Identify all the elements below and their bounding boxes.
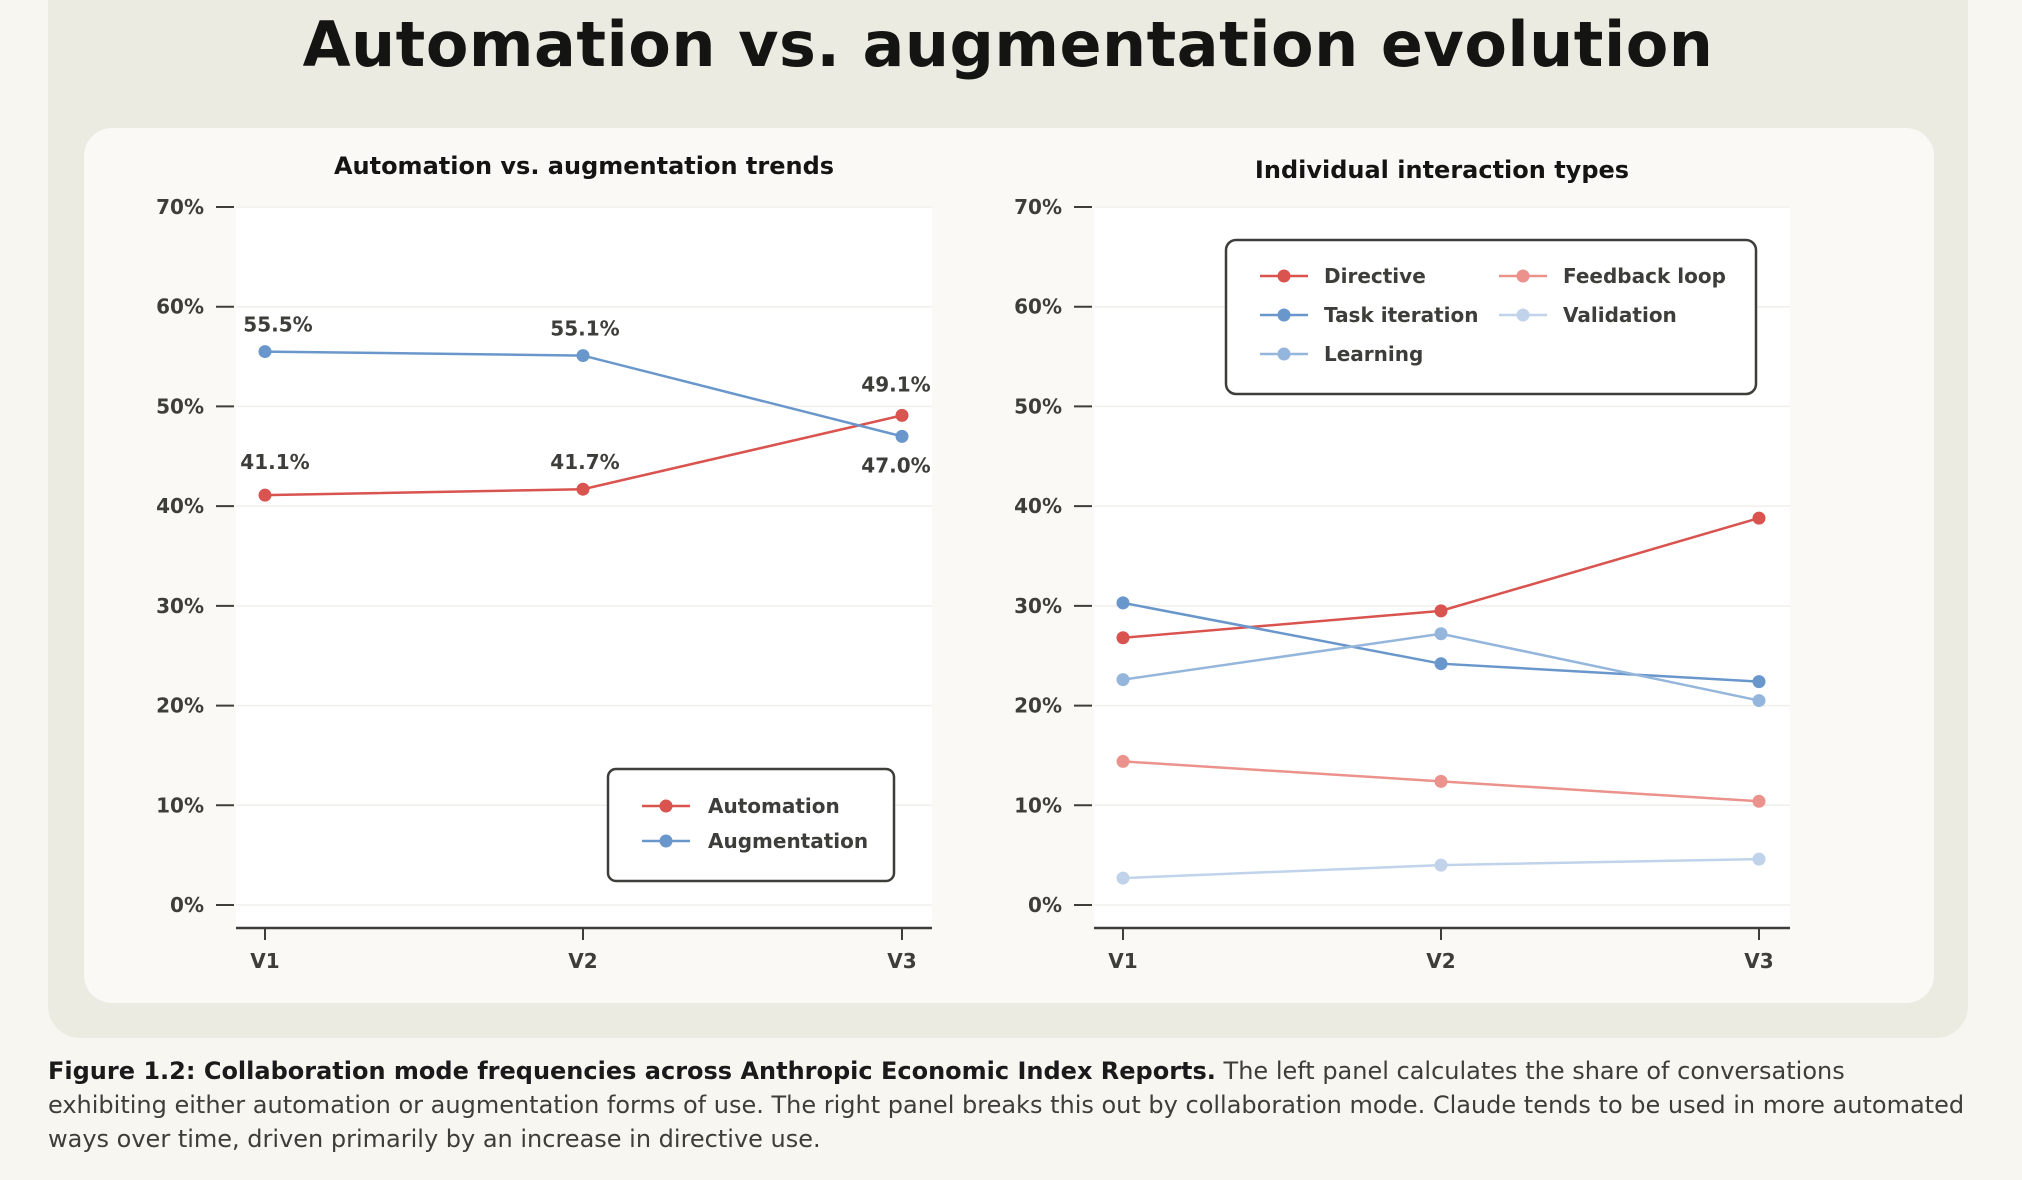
data-label-augmentation: 47.0% (861, 453, 930, 477)
data-point-directive (1752, 511, 1766, 525)
x-tick-label: V3 (887, 949, 916, 973)
caption-title: Figure 1.2: Collaboration mode frequenci… (48, 1057, 1216, 1085)
y-tick-label: 50% (1014, 394, 1062, 418)
data-point-learning (1116, 673, 1130, 687)
data-label-augmentation: 55.1% (550, 317, 619, 341)
y-tick-label: 20% (1014, 694, 1062, 718)
legend-marker-learning (1277, 347, 1291, 361)
data-point-augmentation (258, 345, 272, 359)
y-tick-label: 60% (1014, 295, 1062, 319)
data-point-directive (1434, 604, 1448, 618)
y-tick-label: 20% (156, 694, 204, 718)
data-point-automation (576, 482, 590, 496)
legend-label-feedback-loop: Feedback loop (1563, 264, 1726, 288)
x-tick-label: V1 (250, 949, 279, 973)
data-point-learning (1752, 694, 1766, 708)
data-point-learning (1434, 627, 1448, 641)
data-point-feedback-loop (1434, 774, 1448, 788)
y-tick-label: 30% (156, 594, 204, 618)
y-tick-label: 40% (156, 494, 204, 518)
legend-label-validation: Validation (1563, 303, 1677, 327)
data-point-validation (1752, 852, 1766, 866)
legend-marker-validation (1516, 308, 1530, 322)
data-label-automation: 49.1% (861, 372, 930, 396)
chart-title-2: Individual interaction types (1255, 156, 1629, 184)
y-tick-label: 60% (156, 295, 204, 319)
legend-box-2 (1224, 238, 1758, 396)
data-label-automation: 41.7% (550, 450, 619, 474)
page-title: Automation vs. augmentation evolution (302, 8, 1714, 81)
legend-label-learning: Learning (1324, 342, 1423, 366)
x-tick-label: V1 (1108, 949, 1137, 973)
charts-card: Automation vs. augmentation trends 0% 10% 2… (84, 128, 1934, 1003)
y-tick-label: 30% (1014, 594, 1062, 618)
x-tick-label: V2 (1426, 949, 1455, 973)
data-point-validation (1116, 871, 1130, 885)
figure-panel: Automation vs. augmentation evolution Au… (48, 0, 1968, 1038)
legend-marker-feedback-loop (1516, 269, 1530, 283)
figure-caption: Figure 1.2: Collaboration mode frequenci… (48, 1054, 1968, 1156)
legend-label-automation: Automation (708, 794, 840, 818)
data-point-task-iteration (1752, 675, 1766, 689)
y-tick-label: 70% (156, 195, 204, 219)
y-tick-label: 0% (170, 893, 204, 917)
legend-box-1 (606, 767, 896, 883)
data-point-automation (895, 408, 909, 422)
y-tick-label: 10% (156, 793, 204, 817)
y-tick-label: 10% (1014, 793, 1062, 817)
y-tick-label: 70% (1014, 195, 1062, 219)
y-tick-label: 0% (1028, 893, 1062, 917)
data-label-augmentation: 55.5% (243, 313, 312, 337)
data-point-directive (1116, 631, 1130, 645)
data-point-validation (1434, 858, 1448, 872)
charts-svg: Automation vs. augmentation trends 0% 10% 2… (156, 152, 1790, 973)
legend-label-task-iteration: Task iteration (1324, 303, 1478, 327)
data-point-augmentation (895, 429, 909, 443)
data-point-automation (258, 488, 272, 502)
legend-marker-task-iteration (1277, 308, 1291, 322)
legend-label-augmentation: Augmentation (708, 829, 868, 853)
x-tick-label: V3 (1744, 949, 1773, 973)
chart-title-1: Automation vs. augmentation trends (334, 152, 834, 180)
y-tick-label: 40% (1014, 494, 1062, 518)
data-label-automation: 41.1% (240, 450, 309, 474)
data-point-feedback-loop (1116, 754, 1130, 768)
caption-body: The left panel calculates the share of c… (48, 1057, 1965, 1153)
x-tick-label: V2 (568, 949, 597, 973)
data-point-augmentation (576, 349, 590, 363)
data-point-task-iteration (1434, 657, 1448, 671)
data-point-feedback-loop (1752, 794, 1766, 808)
legend-marker-augmentation (659, 834, 673, 848)
legend-marker-automation (659, 799, 673, 813)
legend-marker-directive (1277, 269, 1291, 283)
legend-label-directive: Directive (1324, 264, 1426, 288)
y-tick-label: 50% (156, 394, 204, 418)
data-point-task-iteration (1116, 596, 1130, 610)
